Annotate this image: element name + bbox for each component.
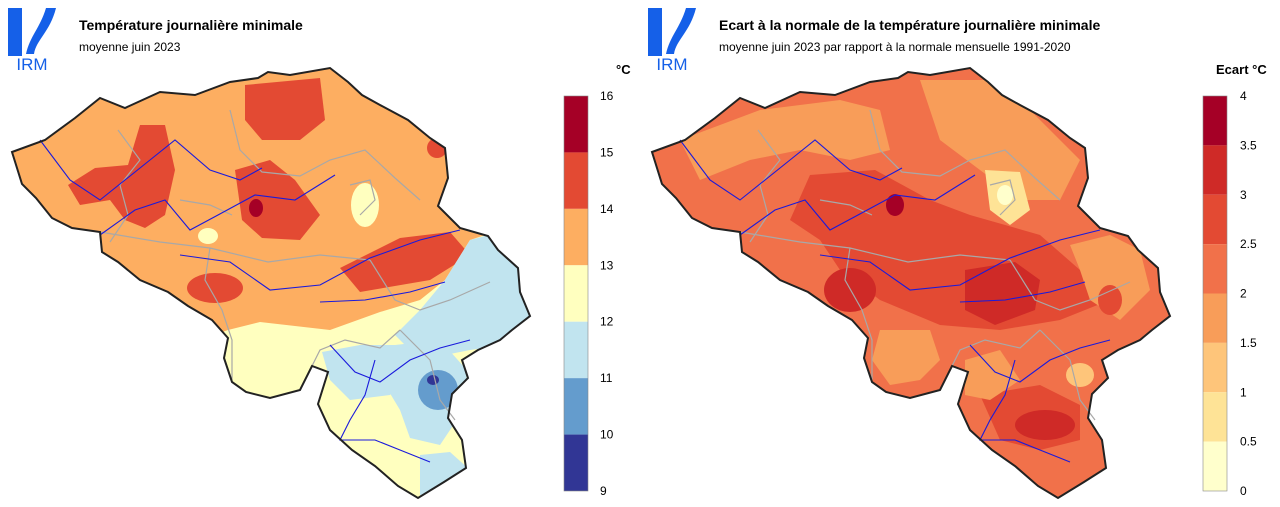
legend-tick-label: 15 [600,145,614,159]
map-subtitle: moyenne juin 2023 [79,40,181,54]
legend-tick-label: 10 [600,428,614,442]
legend-swatch [564,208,588,266]
right-map-panel: IRM Ecart à la normale de la température… [640,0,1280,507]
legend-tick-label: 12 [600,315,614,329]
legend-tick-label: 2.5 [1240,237,1257,251]
legend-swatch [1203,244,1227,294]
map-title: Ecart à la normale de la température jou… [719,17,1101,33]
legend-tick-label: 3.5 [1240,138,1257,152]
map-subtitle: moyenne juin 2023 par rapport à la norma… [719,40,1071,54]
belgium-map [11,67,531,499]
legend-swatch [564,378,588,435]
irm-logo: IRM [648,8,696,72]
legend-tick-label: 14 [600,202,614,216]
legend-tick-label: 3 [1240,188,1247,202]
legend-unit: Ecart °C [1216,62,1267,77]
legend-tick-label: 11 [600,371,613,385]
legend-frame [563,95,589,492]
left-map-panel: IRM Température journalière minimale moy… [8,8,631,499]
legend-swatch [1203,342,1227,393]
left-legend: 16 15 14 13 12 11 10 9 [563,89,614,498]
right-legend: 4 3.5 3 2.5 2 1.5 1 0.5 0 [1202,89,1257,498]
logo-text: IRM [656,55,687,72]
legend-swatch [564,321,588,379]
legend-tick-label: 0.5 [1240,435,1257,449]
legend-tick-label: 2 [1240,287,1247,301]
irm-logo: IRM [8,8,56,72]
legend-unit: °C [616,62,631,77]
legend-swatch [564,434,588,491]
legend-tick-label: 1.5 [1240,336,1257,350]
legend-swatch [1203,293,1227,343]
legend-swatch [1203,392,1227,442]
belgium-anomaly-map [651,67,1171,499]
legend-swatch [1203,96,1227,146]
legend-tick-label: 0 [1240,484,1247,498]
legend-tick-label: 13 [600,258,614,272]
legend-tick-label: 9 [600,484,607,498]
legend-swatch [564,152,588,209]
legend-swatch [1203,441,1227,491]
legend-swatch [1203,194,1227,245]
legend-swatch [564,96,588,153]
legend-tick-label: 1 [1240,385,1247,399]
logo-text: IRM [16,55,47,72]
legend-frame [1202,95,1228,492]
legend-tick-label: 16 [600,89,614,103]
legend-swatch [1203,145,1227,195]
legend-tick-label: 4 [1240,89,1247,103]
map-title: Température journalière minimale [79,17,303,33]
legend-swatch [564,265,588,322]
